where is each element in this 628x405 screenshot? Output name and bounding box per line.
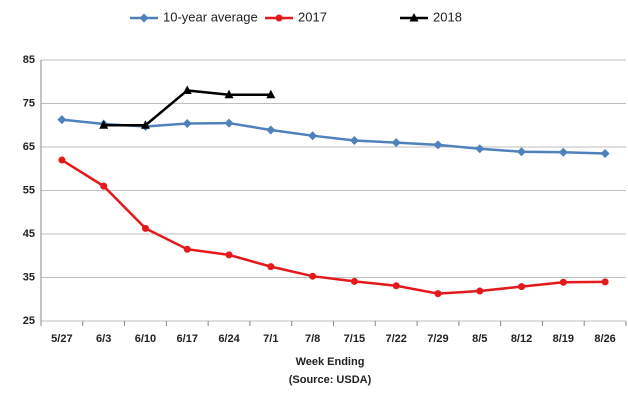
x-tick-label: 6/10	[135, 333, 156, 345]
marker	[225, 251, 233, 259]
marker	[391, 138, 401, 148]
marker	[182, 85, 192, 94]
marker	[601, 278, 609, 286]
x-tick-label: 6/24	[218, 333, 240, 345]
marker	[182, 119, 192, 129]
marker	[100, 182, 108, 190]
marker	[559, 278, 567, 286]
marker	[139, 13, 149, 23]
marker	[224, 118, 234, 128]
x-tick-label: 8/5	[472, 333, 487, 345]
marker	[275, 14, 283, 22]
y-tick-label: 55	[23, 184, 35, 196]
marker	[267, 263, 275, 271]
marker	[308, 131, 318, 141]
marker	[140, 120, 150, 129]
x-tick-label: 6/3	[96, 333, 111, 345]
y-tick-label: 25	[23, 315, 35, 327]
marker	[309, 272, 317, 280]
marker	[57, 115, 67, 125]
marker	[600, 149, 610, 159]
x-tick-label: 8/12	[511, 333, 532, 345]
x-tick-label: 7/1	[263, 333, 278, 345]
marker	[517, 147, 527, 157]
marker	[433, 140, 443, 150]
x-tick-label: 6/17	[177, 333, 198, 345]
marker	[224, 89, 234, 99]
legend-label: 2017	[298, 9, 327, 24]
x-tick-label: 7/29	[427, 333, 448, 345]
x-tick-label: 5/27	[51, 333, 72, 345]
marker	[58, 156, 66, 164]
x-tick-label: 8/26	[594, 333, 615, 345]
y-tick-label: 75	[23, 97, 35, 109]
marker	[518, 283, 526, 291]
y-tick-label: 35	[23, 271, 35, 283]
marker	[349, 135, 359, 145]
marker	[475, 144, 485, 154]
x-tick-label: 7/22	[385, 333, 406, 345]
legend-label: 10-year average	[163, 9, 258, 24]
marker	[558, 147, 568, 157]
marker	[141, 224, 149, 232]
y-tick-label: 85	[23, 54, 35, 66]
marker	[392, 282, 400, 290]
legend-label: 2018	[433, 9, 462, 24]
series-line	[61, 118, 606, 155]
marker	[434, 290, 442, 298]
y-tick-label: 45	[23, 228, 35, 240]
source-note: (Source: USDA)	[289, 374, 372, 386]
marker	[266, 125, 276, 135]
marker	[99, 120, 109, 129]
marker	[266, 89, 276, 99]
marker	[409, 13, 419, 22]
series-line	[61, 158, 606, 295]
x-tick-label: 7/8	[305, 333, 320, 345]
x-tick-label: 8/19	[553, 333, 574, 345]
y-tick-label: 65	[23, 141, 35, 153]
marker	[183, 245, 191, 253]
x-axis-title: Week Ending	[296, 356, 365, 368]
marker	[476, 287, 484, 295]
marker	[350, 277, 358, 285]
x-tick-label: 7/15	[344, 333, 365, 345]
